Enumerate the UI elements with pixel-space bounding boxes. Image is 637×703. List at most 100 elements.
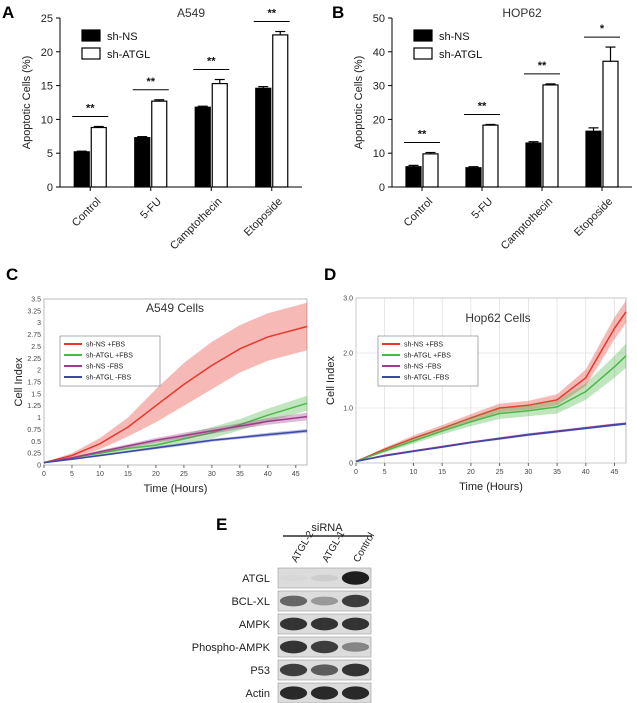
x-tick-label: 35 [553,469,561,476]
series-line-0 [355,311,627,463]
chart-title: HOP62 [502,6,542,20]
series-line-2 [43,415,308,464]
x-tick-label: 25 [180,471,188,478]
y-tick-label: 10 [41,114,53,126]
x-category-label: Etoposide [242,196,285,239]
y-tick-label: 0.25 [27,451,41,458]
y-tick-label: 0 [47,182,53,194]
y-tick-label: 10 [373,148,385,160]
x-tick-label: 20 [152,471,160,478]
series-line-1 [355,355,627,463]
x-tick-label: 35 [236,471,244,478]
bar-sh-atgl-camptothecin [211,82,228,188]
legend-label: sh-NS +FBS [86,342,125,349]
series-line-0 [43,325,308,464]
x-category-label: Camptothecin [168,196,224,252]
significance-marker: * [600,23,605,35]
legend-label: sh-NS -FBS [404,364,442,371]
x-tick-label: 30 [524,469,532,476]
series-line-3 [43,430,308,464]
legend-label: sh-NS -FBS [86,364,124,371]
significance-marker: ** [267,8,276,20]
bar-sh-atgl-camptothecin [542,84,559,188]
bar-sh-ns-5-fu [134,137,151,188]
x-tick-label: 10 [96,471,104,478]
band-actin-0 [279,686,308,700]
y-tick-label: 20 [41,47,53,59]
band-bcl-xl-2 [341,594,370,608]
band-atgl-1 [310,574,339,582]
band-atgl-2 [341,571,370,585]
x-category-label: Etoposide [572,196,615,239]
y-tick-label: 2.25 [27,356,41,363]
y-tick-label: 0 [37,463,41,470]
x-axis-label: Time (Hours) [144,483,208,495]
bar-sh-atgl-etoposide [602,60,619,188]
blot-row-label: AMPK [239,619,271,631]
y-tick-label: 25 [41,13,53,25]
error-band-0 [44,302,307,463]
y-tick-label: 3.5 [31,297,41,304]
y-tick-label: 1.0 [343,406,353,413]
bar-sh-ns-camptothecin [525,142,542,188]
legend-swatch [413,47,433,60]
bar-sh-ns-etoposide [255,87,272,188]
significance-marker: ** [418,129,427,141]
legend-swatch [413,29,433,42]
x-tick-label: 15 [124,471,132,478]
panel-letter-c: C [6,265,18,284]
legend-swatch [81,29,101,42]
legend-label: sh-NS [107,31,138,43]
bar-sh-ns-camptothecin [194,106,211,188]
panel-d: D 0 1.0 2.0 3.0 0 5 10 15 20 25 30 35 40 45 Hop62 Cell… [324,265,627,493]
band-actin-1 [310,686,339,700]
x-tick-label: 5 [383,469,387,476]
y-tick-label: 1.5 [31,391,41,398]
y-tick-label: 2.5 [31,344,41,351]
bar-sh-atgl-5-fu [482,124,499,188]
y-tick-label: 40 [373,47,385,59]
error-band-1 [356,343,626,462]
y-tick-label: 5 [47,148,53,160]
panel-b: B HOP62 0 10 20 30 40 50 Apoptotic Cells (%) ** C… [332,3,632,252]
panel-letter-a: A [2,3,14,22]
y-axis-label: Cell Index [325,356,337,405]
band-ampk-2 [341,617,370,631]
bar-sh-ns-etoposide [585,130,602,188]
x-tick-label: 25 [496,469,504,476]
band-bcl-xl-1 [310,596,339,606]
band-p53-2 [341,663,370,677]
y-tick-label: 30 [373,81,385,93]
bar-sh-atgl-control [422,153,439,188]
lane-label: ATGL-2 [290,529,317,565]
y-tick-label: 20 [373,114,385,126]
panel-letter-e: E [216,515,227,534]
significance-marker: ** [86,102,95,114]
x-category-label: 5-FU [469,196,495,222]
error-band-3 [356,422,626,462]
x-category-label: 5-FU [138,196,164,222]
blot-row-label: P53 [250,665,270,677]
y-axis-label: Apoptotic Cells (%) [353,56,365,150]
lane-label: ATGL-1 [321,529,348,565]
significance-marker: ** [538,60,547,72]
blot-row-label: ATGL [242,573,270,585]
legend-label: sh-ATGL [107,49,150,61]
legend-swatch [81,47,101,60]
x-tick-label: 15 [438,469,446,476]
legend-label: sh-ATGL +FBS [86,353,133,360]
y-axis-label: Cell Index [13,357,25,406]
panel-letter-d: D [324,265,336,284]
significance-marker: ** [146,76,155,88]
significance-marker: ** [478,100,487,112]
x-tick-label: 45 [611,469,619,476]
band-p53-0 [279,663,308,677]
x-tick-label: 0 [42,471,46,478]
y-tick-label: 2.0 [343,351,353,358]
x-tick-label: 20 [467,469,475,476]
band-phospho-ampk-2 [341,642,370,652]
bar-sh-atgl-control [90,126,107,188]
y-tick-label: 0 [379,182,385,194]
